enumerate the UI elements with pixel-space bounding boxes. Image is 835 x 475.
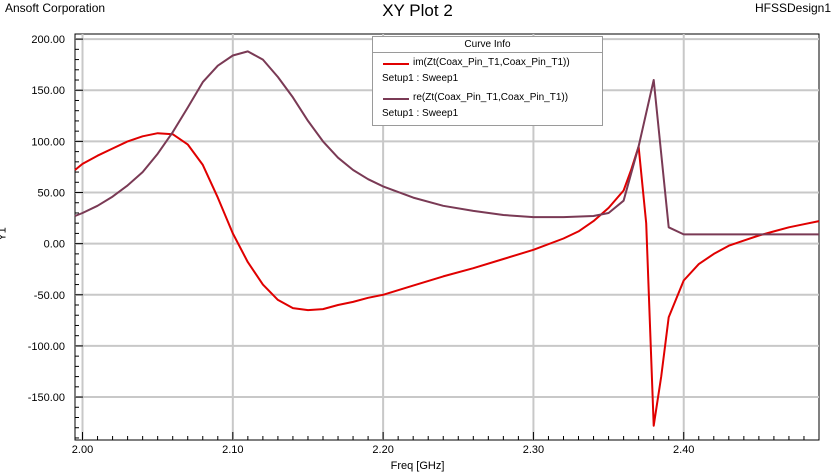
y-tick-label: 200.00 — [31, 34, 65, 46]
y-tick-label: -50.00 — [34, 290, 65, 302]
y-tick-label: 0.00 — [44, 239, 65, 251]
axis-ticks — [75, 38, 820, 440]
tick-labels: 2.00 2.10 2.20 2.30 2.40 200.00 150.00 100.00 50… — [28, 34, 695, 456]
legend-entry-re[interactable]: re(Zt(Coax_Pin_T1,Coax_Pin_T1)) Setup1 :… — [373, 88, 602, 123]
series-group — [74, 50, 820, 427]
legend-entry-name: im(Zt(Coax_Pin_T1,Coax_Pin_T1)) — [413, 57, 570, 68]
legend-entry-setup: Setup1 : Sweep1 — [382, 73, 459, 84]
x-tick-label: 2.30 — [523, 444, 544, 456]
legend-heading: Curve Info — [373, 37, 602, 53]
curve-info-legend[interactable]: Curve Info im(Zt(Coax_Pin_T1,Coax_Pin_T1… — [372, 36, 603, 126]
legend-entry-setup: Setup1 : Sweep1 — [382, 108, 459, 119]
x-axis-label: Freq [GHz] — [390, 460, 445, 472]
y-axis-label: Y1 — [0, 227, 9, 241]
legend-swatch-re — [383, 98, 409, 100]
legend-entry-im[interactable]: im(Zt(Coax_Pin_T1,Coax_Pin_T1)) Setup1 :… — [373, 53, 602, 88]
y-tick-label: 100.00 — [31, 136, 65, 148]
design-name-label: HFSSDesign1 — [754, 1, 831, 15]
y-tick-label: -100.00 — [28, 341, 65, 353]
x-tick-label: 2.40 — [673, 444, 694, 456]
x-tick-label: 2.20 — [372, 444, 393, 456]
series-im-line — [74, 132, 820, 427]
y-tick-label: 50.00 — [37, 188, 65, 200]
y-tick-label: -150.00 — [28, 392, 65, 404]
company-label: Ansoft Corporation — [5, 1, 106, 15]
x-tick-label: 2.10 — [222, 444, 243, 456]
legend-entry-name: re(Zt(Coax_Pin_T1,Coax_Pin_T1)) — [413, 92, 569, 103]
chart-title: XY Plot 2 — [382, 1, 453, 20]
y-tick-label: 150.00 — [31, 85, 65, 97]
x-tick-label: 2.00 — [72, 444, 93, 456]
legend-swatch-im — [383, 63, 409, 65]
series-re-line — [74, 50, 819, 236]
